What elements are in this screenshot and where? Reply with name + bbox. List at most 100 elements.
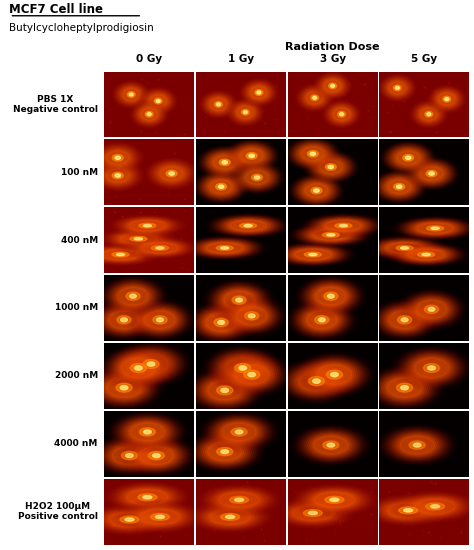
Ellipse shape [206, 348, 280, 389]
Ellipse shape [282, 361, 351, 400]
Ellipse shape [427, 226, 444, 230]
Ellipse shape [231, 428, 247, 436]
Ellipse shape [109, 311, 139, 329]
Ellipse shape [292, 367, 342, 395]
Ellipse shape [415, 499, 456, 514]
Ellipse shape [107, 169, 129, 182]
Ellipse shape [203, 93, 234, 116]
Ellipse shape [388, 81, 407, 95]
Ellipse shape [304, 431, 358, 459]
Ellipse shape [328, 104, 355, 124]
Ellipse shape [314, 73, 351, 100]
Ellipse shape [394, 491, 474, 521]
Ellipse shape [97, 438, 163, 472]
Ellipse shape [110, 413, 184, 451]
Ellipse shape [389, 82, 406, 94]
Ellipse shape [313, 217, 374, 234]
Ellipse shape [314, 286, 348, 306]
Ellipse shape [294, 304, 349, 336]
Ellipse shape [190, 433, 260, 470]
Ellipse shape [134, 238, 143, 240]
Ellipse shape [305, 152, 356, 182]
Ellipse shape [382, 177, 416, 197]
Ellipse shape [141, 89, 176, 114]
Ellipse shape [436, 91, 458, 107]
Ellipse shape [205, 151, 245, 174]
Ellipse shape [90, 246, 151, 263]
Ellipse shape [169, 172, 174, 175]
Ellipse shape [125, 518, 134, 521]
Ellipse shape [110, 215, 184, 236]
Ellipse shape [427, 113, 431, 116]
Ellipse shape [294, 224, 368, 245]
Ellipse shape [404, 293, 459, 325]
Ellipse shape [121, 438, 191, 474]
Ellipse shape [381, 175, 418, 197]
Ellipse shape [100, 228, 177, 250]
Ellipse shape [198, 438, 252, 466]
Text: 400 nM: 400 nM [61, 235, 98, 245]
Ellipse shape [204, 94, 233, 115]
Ellipse shape [192, 305, 250, 339]
Ellipse shape [214, 419, 264, 445]
Ellipse shape [130, 364, 146, 372]
Ellipse shape [310, 491, 359, 509]
Ellipse shape [119, 502, 201, 532]
Ellipse shape [126, 504, 194, 530]
Ellipse shape [395, 348, 468, 389]
Ellipse shape [203, 507, 257, 527]
Ellipse shape [235, 104, 255, 120]
Ellipse shape [417, 223, 453, 234]
Ellipse shape [115, 82, 148, 107]
Ellipse shape [443, 96, 451, 102]
Ellipse shape [95, 371, 153, 404]
Ellipse shape [97, 304, 151, 336]
Ellipse shape [126, 439, 187, 471]
Ellipse shape [305, 184, 328, 197]
Ellipse shape [112, 231, 165, 246]
Ellipse shape [382, 375, 428, 400]
Ellipse shape [236, 298, 243, 302]
Ellipse shape [292, 249, 333, 260]
Ellipse shape [190, 371, 260, 410]
Ellipse shape [420, 108, 437, 120]
Ellipse shape [112, 414, 182, 450]
Ellipse shape [413, 222, 457, 235]
Ellipse shape [315, 73, 350, 98]
Ellipse shape [404, 219, 466, 237]
Ellipse shape [196, 172, 246, 202]
Ellipse shape [153, 163, 190, 184]
Ellipse shape [237, 106, 254, 118]
Ellipse shape [406, 496, 465, 517]
Ellipse shape [286, 247, 339, 262]
Ellipse shape [389, 311, 420, 329]
Ellipse shape [135, 508, 185, 526]
Ellipse shape [397, 151, 419, 164]
Ellipse shape [323, 220, 364, 232]
Ellipse shape [244, 111, 247, 114]
Ellipse shape [208, 152, 242, 173]
Ellipse shape [149, 160, 194, 187]
Ellipse shape [236, 106, 255, 119]
Ellipse shape [374, 370, 436, 405]
Ellipse shape [235, 498, 244, 502]
Text: 1000 nM: 1000 nM [55, 304, 98, 312]
Ellipse shape [385, 144, 431, 171]
Ellipse shape [296, 486, 373, 514]
Ellipse shape [435, 90, 459, 108]
Ellipse shape [291, 248, 335, 261]
Ellipse shape [102, 510, 156, 530]
Ellipse shape [101, 375, 147, 400]
Ellipse shape [410, 296, 454, 322]
Ellipse shape [228, 141, 276, 170]
Ellipse shape [250, 86, 268, 100]
Ellipse shape [298, 180, 335, 202]
Ellipse shape [303, 280, 358, 312]
Ellipse shape [114, 343, 188, 384]
Ellipse shape [111, 283, 155, 309]
Ellipse shape [86, 504, 173, 535]
Ellipse shape [236, 146, 267, 165]
Ellipse shape [418, 106, 440, 123]
Ellipse shape [408, 249, 445, 260]
Ellipse shape [115, 174, 120, 177]
